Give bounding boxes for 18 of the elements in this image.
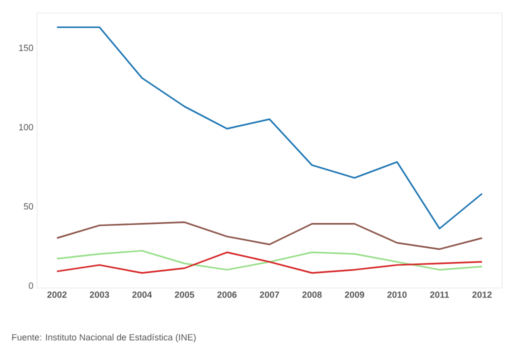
x-tick-label: 2003 [90, 292, 110, 298]
x-tick-label: 2008 [302, 292, 322, 298]
y-tick-label: 150 [19, 44, 34, 52]
y-tick-label: 50 [24, 203, 34, 210]
x-tick-label: 2011 [430, 292, 449, 298]
x-tick-label: 2012 [472, 292, 492, 298]
x-tick-label: 2009 [344, 292, 364, 298]
x-tick-label: 2004 [132, 292, 152, 298]
x-tick-label: 2006 [217, 292, 237, 298]
x-tick-label: 2010 [387, 292, 407, 298]
source-note: Fuente: Instituto Nacional de Estadística (INE) [12, 334, 196, 342]
x-tick-label: 2007 [260, 292, 280, 298]
line-series [56, 26, 483, 230]
line-series [56, 221, 483, 250]
x-tick-label: 2002 [47, 292, 67, 298]
y-tick-label: 100 [19, 124, 34, 130]
y-tick-label: 0 [28, 282, 34, 289]
x-tick-label: 2005 [174, 292, 194, 298]
